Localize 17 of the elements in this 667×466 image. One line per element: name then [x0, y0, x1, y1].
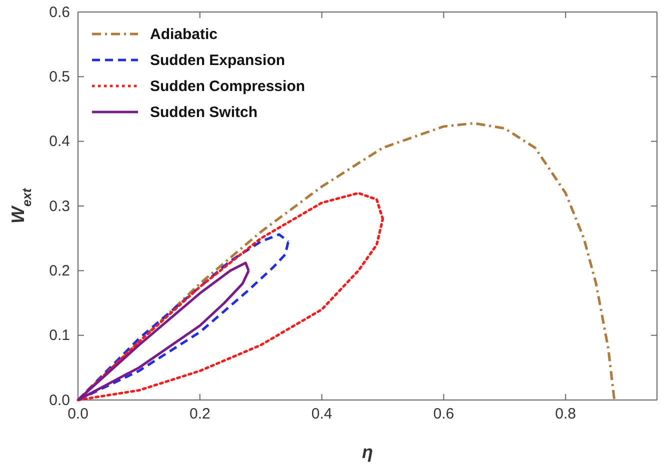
y-tick-label: 0.1 — [49, 327, 70, 344]
y-tick-label: 0.0 — [49, 392, 70, 409]
x-tick-label: 0.2 — [189, 406, 210, 423]
legend-label: Sudden Compression — [150, 78, 306, 95]
y-tick-label: 0.4 — [49, 133, 70, 150]
legend-label: Sudden Expansion — [150, 52, 286, 69]
x-axis-title: η — [362, 442, 373, 462]
x-tick-label: 0.6 — [433, 406, 454, 423]
y-tick-label: 0.6 — [49, 4, 70, 21]
y-tick-label: 0.2 — [49, 262, 70, 280]
x-tick-label: 0.8 — [555, 406, 576, 423]
legend-label: Sudden Switch — [150, 104, 258, 121]
x-tick-label: 0.0 — [68, 406, 88, 423]
x-tick-label: 0.4 — [311, 406, 332, 423]
legend-label: Adiabatic — [150, 26, 218, 43]
y-tick-label: 0.5 — [49, 68, 70, 86]
y-tick-label: 0.3 — [49, 198, 70, 215]
